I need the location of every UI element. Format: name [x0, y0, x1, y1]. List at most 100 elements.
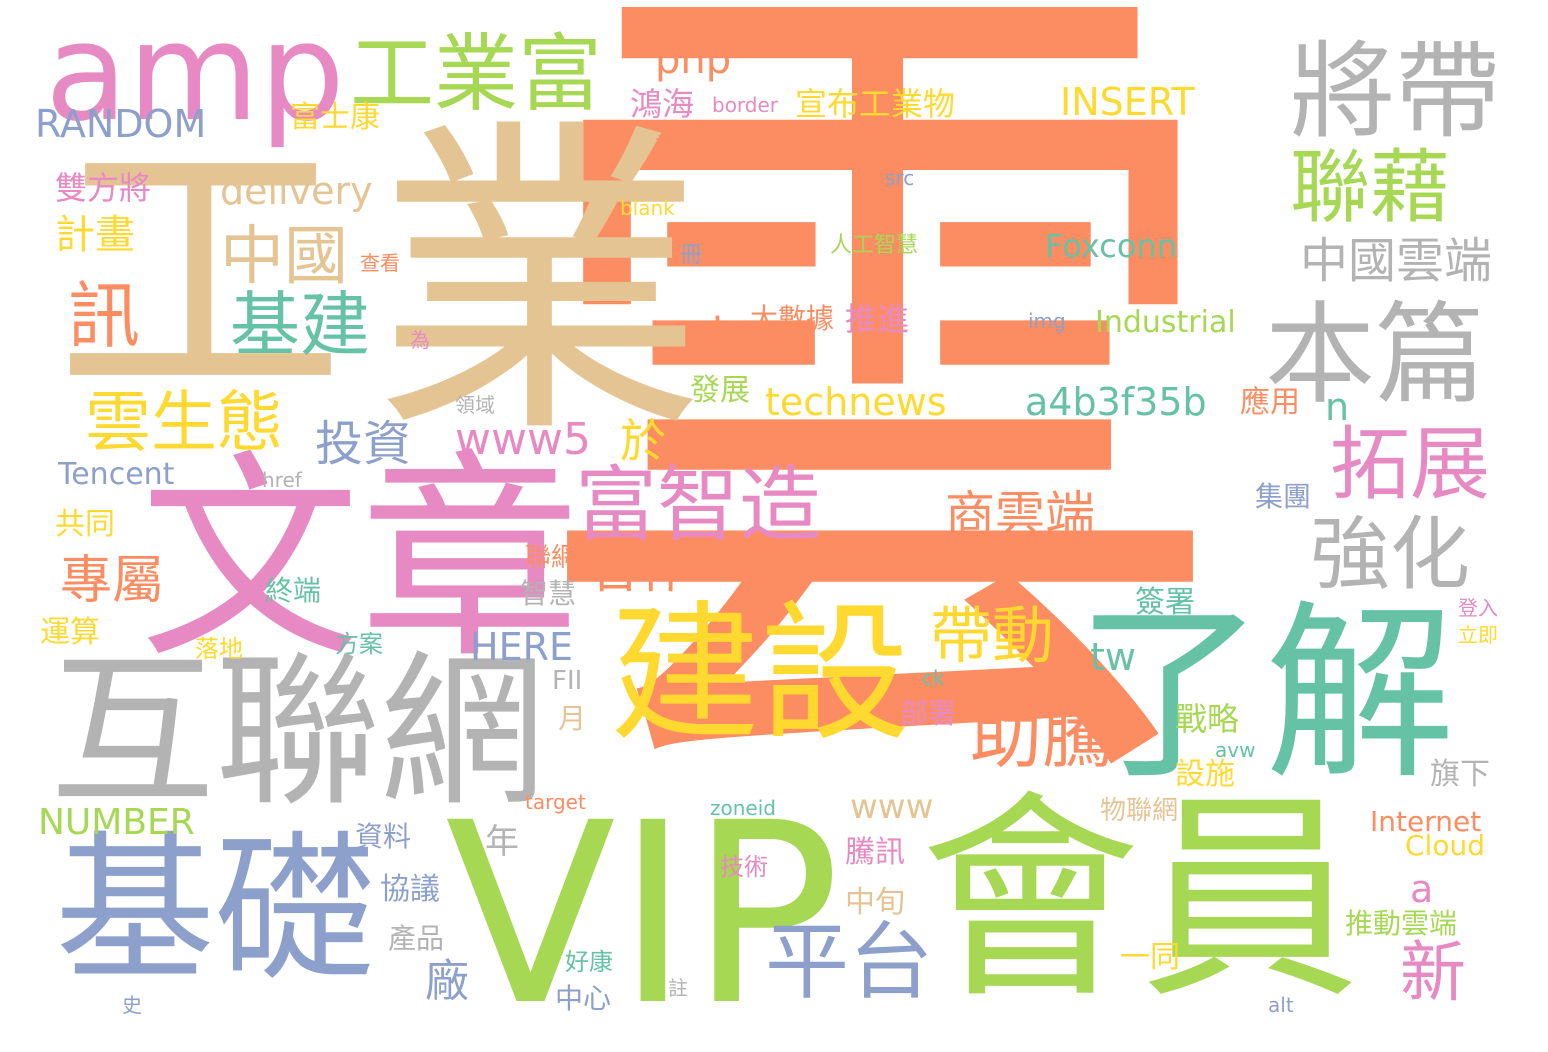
word-insert: INSERT: [1060, 80, 1195, 124]
word-delivery: delivery: [220, 169, 373, 213]
word-zoneid: zoneid: [710, 796, 776, 820]
word-wei: 為: [410, 328, 430, 352]
word-zhongxun: 中旬: [845, 885, 905, 920]
word-random: RANDOM: [35, 102, 207, 146]
word-yunshengtai: 雲生態: [85, 384, 283, 461]
word-tw: tw: [1090, 635, 1136, 679]
word-ye: 業: [375, 93, 705, 477]
word-tuijin: 推進: [845, 300, 910, 338]
word-zhu: 註: [668, 976, 688, 1000]
word-haokang: 好康: [565, 948, 613, 976]
word-jituan: 集團: [1255, 480, 1312, 513]
word-gong: 工: [55, 106, 345, 443]
word-vip: VIP: [445, 769, 841, 1052]
word-pingtai: 平台: [765, 913, 934, 1011]
word-a4b3f35b: a4b3f35b: [1025, 380, 1207, 424]
word-tuozhan: 拓展: [1330, 418, 1490, 511]
word-lianji: 聯藉: [1290, 141, 1450, 234]
word-zhuanshu: 專屬: [60, 551, 165, 611]
word-chakan: 查看: [360, 251, 400, 275]
word-liaojie: 了解: [1075, 584, 1456, 805]
word-zhihui: 智慧: [520, 577, 577, 610]
word-href: href: [262, 468, 302, 492]
word-here: HERE: [470, 625, 573, 669]
word-yitong: 一同: [1120, 940, 1180, 975]
word-number: NUMBER: [38, 802, 195, 843]
word-chanpin: 產品: [388, 922, 445, 955]
word-zhongguoyunduan: 中國雲端: [1300, 233, 1493, 289]
word-jihua: 計畫: [55, 212, 135, 258]
word-lingyu: 領域: [455, 393, 495, 417]
word-cb: cb: [690, 310, 738, 356]
word-yingyong: 應用: [1240, 385, 1300, 420]
word-jijian: 基建: [230, 284, 370, 366]
word-nian: 年: [485, 822, 519, 862]
word-qianghua: 強化: [1310, 508, 1470, 601]
word-alt: alt: [1268, 993, 1294, 1017]
word-dengru: 登入: [1458, 596, 1498, 620]
word-shuangfang: 雙方將: [55, 169, 152, 207]
word-rengongzhihui: 人工智慧: [830, 233, 919, 258]
word-xuanbu: 宣布工業物: [795, 85, 956, 123]
word-fangan: 方案: [335, 630, 383, 658]
word-internet: Internet: [1370, 805, 1482, 838]
word-shangyunduan: 商雲端: [945, 486, 1095, 544]
word-zhuteng: 助騰: [970, 694, 1115, 778]
word-n: n: [1325, 385, 1350, 429]
word-img: img: [1028, 309, 1066, 333]
word-xin: 新: [1400, 934, 1466, 1011]
word-cloud: Cloud: [1405, 829, 1485, 862]
word-target: target: [525, 790, 586, 814]
word-yunsuan: 運算: [40, 615, 100, 650]
word-foxconn: Foxconn: [1045, 227, 1177, 265]
word-yun: 雲: [530, 0, 1230, 894]
word-www: www: [850, 787, 934, 827]
word-avw: avw: [1215, 738, 1256, 762]
word-fazhan: 發展: [690, 373, 750, 408]
word-zhongguo: 中國: [220, 220, 348, 294]
word-zhanlve: 戰略: [1175, 700, 1240, 738]
word-amp: amp: [45, 0, 345, 151]
word-liji: 立即: [1458, 623, 1498, 647]
word-ck: ck: [922, 666, 945, 690]
word-gongyefu: 工業富: [350, 25, 603, 123]
word-zhongxin: 中心: [555, 982, 612, 1015]
word-fuzhizao: 富智造: [575, 458, 822, 553]
word-technews: technews: [765, 380, 947, 424]
word-fii: FII: [552, 666, 583, 696]
word-honghai: 鴻海: [630, 85, 695, 123]
word-ce: 冊: [680, 243, 703, 268]
word-dingyue: 訂閱: [655, 133, 695, 157]
word-blank: blank: [620, 196, 675, 220]
word-chang: 廠: [425, 956, 469, 1007]
word-jishu: 技術: [720, 853, 768, 881]
word-daidong: 帶動: [930, 599, 1055, 672]
word-xieyi: 協議: [380, 872, 440, 907]
word-jichu: 基礎: [55, 816, 376, 1003]
word-huiyuan: 會員: [920, 772, 1361, 1028]
word-lianwang: 聯網: [525, 543, 578, 573]
word-www5: www5: [455, 414, 591, 465]
word-bushu: 部署: [900, 697, 957, 730]
word-wenzhang: 文章: [140, 432, 581, 688]
word-dashuju: 大數據: [750, 302, 835, 335]
word-ziliao: 資料: [355, 820, 412, 853]
word-tuidongyunduan: 推動雲端: [1345, 907, 1458, 940]
word-php: php: [655, 37, 732, 83]
word-a: a: [1410, 867, 1434, 911]
word-yu: 於: [620, 414, 666, 468]
word-jiangdai: 將帶: [1290, 31, 1501, 153]
word-hulianwang: 互聯網: [50, 636, 545, 828]
word-benpian: 本篇: [1265, 291, 1485, 419]
word-shi: 史: [122, 993, 142, 1017]
word-qixia: 旗下: [1430, 757, 1490, 792]
word-sheshi: 設施: [1175, 757, 1235, 792]
word-src: src: [885, 166, 915, 190]
word-wulianwang: 物聯網: [1100, 796, 1179, 826]
word-zhongduan: 終端: [265, 574, 322, 607]
word-jianshe: 建設: [610, 588, 911, 762]
word-luodi: 落地: [195, 635, 243, 663]
word-border: border: [712, 93, 779, 117]
word-hezuo: 合作: [590, 541, 690, 599]
